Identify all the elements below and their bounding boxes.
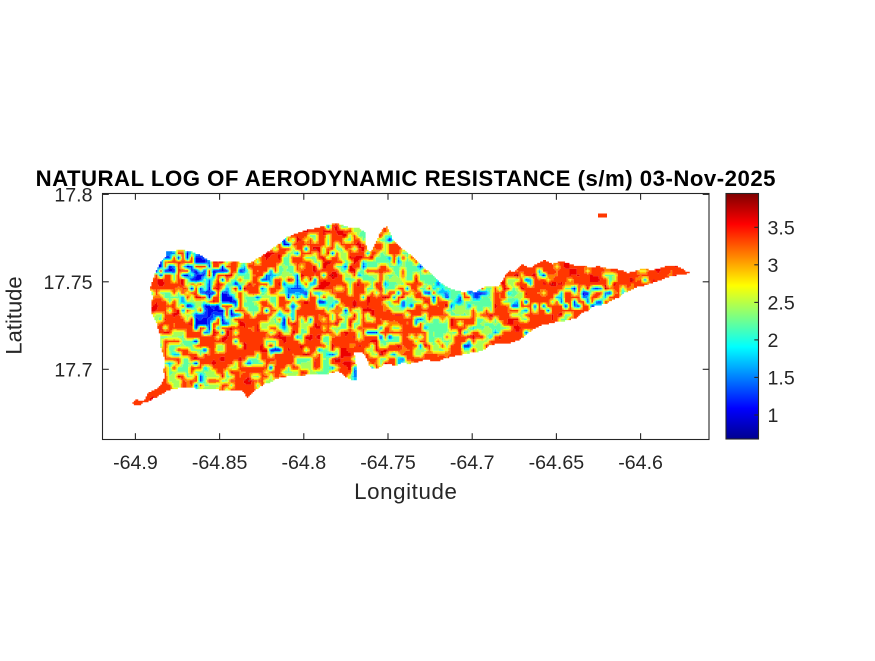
svg-text:-64.6: -64.6 — [618, 452, 663, 474]
svg-text:3.5: 3.5 — [768, 217, 795, 239]
svg-text:-64.8: -64.8 — [281, 452, 326, 474]
svg-text:-64.65: -64.65 — [529, 452, 585, 474]
svg-text:NATURAL LOG OF AERODYNAMIC RES: NATURAL LOG OF AERODYNAMIC RESISTANCE (s… — [36, 166, 776, 191]
svg-text:Latitude: Latitude — [2, 276, 27, 354]
svg-text:1: 1 — [768, 405, 779, 427]
svg-text:2: 2 — [768, 330, 779, 352]
svg-text:2.5: 2.5 — [768, 292, 795, 314]
svg-text:Longitude: Longitude — [354, 479, 457, 504]
svg-text:-64.9: -64.9 — [113, 452, 158, 474]
svg-text:17.75: 17.75 — [43, 272, 92, 294]
svg-text:1.5: 1.5 — [768, 367, 795, 389]
svg-text:3: 3 — [768, 255, 779, 277]
svg-text:-64.85: -64.85 — [192, 452, 248, 474]
svg-text:17.7: 17.7 — [54, 359, 92, 381]
svg-text:17.8: 17.8 — [54, 184, 92, 206]
svg-text:-64.75: -64.75 — [360, 452, 416, 474]
svg-text:-64.7: -64.7 — [450, 452, 495, 474]
